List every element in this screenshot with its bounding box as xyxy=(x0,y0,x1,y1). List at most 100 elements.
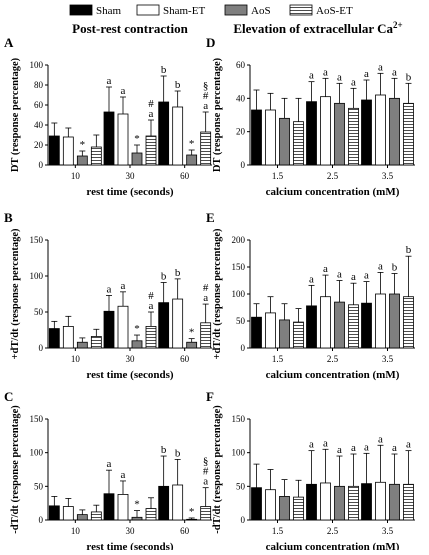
significance-mark: a xyxy=(378,61,383,73)
y-tick-label: 20 xyxy=(34,140,44,150)
legend-swatch-sham-et xyxy=(136,4,160,16)
bar-aos xyxy=(279,496,290,521)
bar-sham-et xyxy=(117,494,129,521)
y-tick-label: 100 xyxy=(232,289,246,299)
y-tick-label: 0 xyxy=(39,160,44,170)
y-tick-label: 20 xyxy=(236,127,246,137)
bar-aos xyxy=(389,97,400,166)
x-tick-label: 2.5 xyxy=(327,171,339,181)
x-tick-label: 3.5 xyxy=(382,171,394,181)
bar-sham-et xyxy=(375,94,386,166)
significance-mark: # xyxy=(148,290,154,302)
legend-swatch-aos-et xyxy=(289,4,313,16)
y-tick-label: 50 xyxy=(34,481,44,491)
y-tick-label: 100 xyxy=(30,271,44,281)
significance-mark: a xyxy=(323,263,328,275)
x-axis-label: rest time (seconds) xyxy=(86,369,173,381)
x-tick-label: 10 xyxy=(71,171,81,181)
x-tick-label: 2.5 xyxy=(327,354,339,364)
significance-mark: a xyxy=(337,269,342,281)
bar-aos xyxy=(334,102,345,166)
bar-aos-et xyxy=(403,296,414,349)
significance-mark: a xyxy=(378,260,383,272)
bar-aos-et xyxy=(293,121,304,166)
x-axis-label: rest time (seconds) xyxy=(86,186,173,198)
bar-sham xyxy=(361,99,372,166)
x-tick-label: 2.5 xyxy=(327,526,339,536)
y-tick-label: 40 xyxy=(236,93,246,103)
significance-mark: b xyxy=(161,64,167,76)
significance-mark: a xyxy=(309,273,314,285)
legend-label-aos-et: AoS-ET xyxy=(316,5,353,17)
bar-sham-et xyxy=(265,312,276,349)
bar-sham xyxy=(103,310,115,349)
panel-c: C 0 50 100 150 -dT/dt (response percentage) re… xyxy=(4,389,212,553)
x-tick-label: 30 xyxy=(126,171,136,181)
significance-mark: a xyxy=(149,300,154,312)
significance-mark: § xyxy=(203,80,209,92)
bar-sham xyxy=(306,305,317,349)
significance-mark: a xyxy=(107,75,112,87)
legend-swatch-sham xyxy=(69,4,93,16)
bar-sham-et xyxy=(172,106,184,166)
y-tick-label: 150 xyxy=(30,414,44,424)
y-axis-label: DT (response percentage) xyxy=(212,57,223,172)
bar-sham xyxy=(361,483,372,521)
significance-mark: a xyxy=(364,270,369,282)
y-axis-label: DT (response percentage) xyxy=(10,57,21,172)
panel-letter: D xyxy=(206,35,215,50)
bar-sham xyxy=(158,302,170,349)
significance-mark: a xyxy=(309,439,314,451)
significance-mark: a xyxy=(323,66,328,78)
significance-mark: # xyxy=(203,90,209,102)
x-tick-label: 3.5 xyxy=(382,526,394,536)
bar-sham xyxy=(306,101,317,166)
y-tick-label: 50 xyxy=(236,481,246,491)
bar-aos-et xyxy=(403,102,414,166)
bar-sham xyxy=(103,111,115,166)
y-tick-label: 60 xyxy=(236,60,246,70)
panel-e: E 0 50 100 150 200 +dT/dt (response percentage… xyxy=(206,210,415,381)
bar-sham xyxy=(251,109,262,166)
significance-mark: # xyxy=(203,282,209,294)
bar-aos xyxy=(334,485,345,521)
bar-sham-et xyxy=(265,489,276,521)
legend-swatch-aos xyxy=(224,4,248,16)
y-tick-label: 100 xyxy=(30,448,44,458)
bar-sham-et xyxy=(172,484,184,521)
legend-label-sham: Sham xyxy=(96,5,122,17)
y-tick-label: 200 xyxy=(232,235,246,245)
bar-sham xyxy=(251,316,262,349)
x-tick-label: 1.5 xyxy=(272,354,284,364)
significance-mark: a xyxy=(351,76,356,88)
significance-mark: a xyxy=(203,476,208,488)
x-tick-label: 30 xyxy=(126,526,136,536)
bar-aos xyxy=(186,341,198,349)
significance-mark: * xyxy=(80,139,86,151)
x-tick-label: 60 xyxy=(180,526,190,536)
bar-aos-et xyxy=(200,506,212,521)
bar-sham xyxy=(48,328,60,349)
significance-mark: # xyxy=(203,466,209,478)
significance-mark: a xyxy=(337,444,342,456)
right-column-title-superscript: 2+ xyxy=(393,20,403,30)
bar-aos-et xyxy=(145,325,157,349)
significance-mark: a xyxy=(107,283,112,295)
significance-mark: * xyxy=(189,138,195,150)
left-column-title: Post-rest contraction xyxy=(72,21,188,36)
significance-mark: a xyxy=(121,280,126,292)
significance-mark: b xyxy=(392,261,398,273)
bar-aos-et xyxy=(403,483,414,521)
x-tick-label: 10 xyxy=(71,526,81,536)
y-tick-label: 100 xyxy=(30,60,44,70)
panel-f: F 0 50 100 150 -dT/dt (response percentage) ca… xyxy=(206,389,415,553)
y-tick-label: 100 xyxy=(232,448,246,458)
bar-aos xyxy=(389,483,400,521)
right-column-title: Elevation of extracellular Ca2+ xyxy=(233,20,402,36)
significance-mark: b xyxy=(161,444,167,456)
bar-aos xyxy=(131,152,143,166)
bar-sham xyxy=(48,505,60,521)
bar-aos xyxy=(186,518,198,521)
